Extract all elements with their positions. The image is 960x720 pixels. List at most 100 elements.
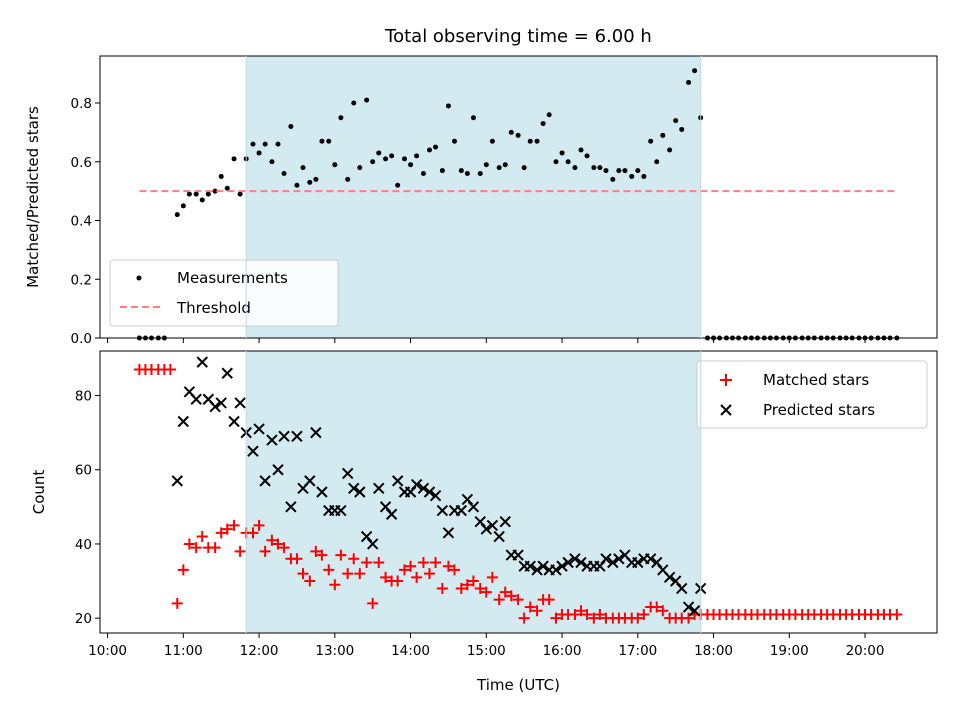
measurements-point — [534, 138, 540, 144]
predicted-stars-point — [480, 523, 493, 535]
measurements-point — [616, 168, 622, 174]
matched-stars-point — [259, 545, 271, 557]
top-panel: 0.0 0.2 0.4 0.6 0.8 Total observing time = 6… — [24, 26, 938, 347]
matched-stars-point — [638, 608, 650, 620]
predicted-stars-point — [524, 560, 536, 572]
predicted-stars-point — [556, 560, 568, 572]
measurements-point — [451, 138, 457, 144]
measurements-point — [692, 68, 698, 74]
matched-stars-point — [266, 534, 278, 546]
measurements-point — [591, 165, 597, 171]
measurements-point — [414, 153, 420, 159]
measurements-point — [521, 165, 527, 171]
predicted-stars-point — [436, 504, 449, 517]
predicted-stars-point — [335, 504, 347, 517]
matched-stars-point — [190, 542, 202, 554]
bottom-x-tick-label: 10:00 — [88, 643, 127, 659]
matched-stars-point — [505, 590, 517, 602]
matched-stars-point — [430, 557, 442, 568]
measurements-point — [477, 171, 483, 176]
measurements-point — [383, 156, 389, 162]
measurements-point — [515, 132, 521, 138]
predicted-stars-point — [429, 490, 442, 502]
matched-stars-point — [272, 538, 284, 550]
top-plot-frame — [99, 55, 938, 339]
measurements-point — [641, 173, 647, 179]
bottom-x-tick-label: 20:00 — [846, 643, 885, 659]
measurements-point — [262, 141, 268, 147]
measurements-point — [686, 79, 692, 85]
measurements-point — [357, 165, 363, 171]
matched-stars-point — [891, 608, 903, 620]
matched-stars-point — [164, 364, 176, 376]
predicted-stars-point — [537, 560, 549, 572]
measurements-point — [224, 185, 230, 191]
matched-stars-point — [228, 519, 240, 531]
matched-stars-point — [448, 564, 460, 576]
matched-stars-point — [632, 612, 644, 624]
measurements-point — [553, 159, 559, 165]
predicted-stars-point — [215, 397, 227, 409]
measurements-point — [508, 129, 514, 135]
matched-stars-point — [493, 594, 505, 606]
measurements-point — [426, 147, 432, 153]
measurements-point — [395, 182, 401, 188]
predicted-stars-point — [366, 538, 379, 550]
predicted-stars-point — [373, 482, 385, 494]
matched-stars-point — [335, 549, 347, 561]
bottom-x-tick-label: 14:00 — [391, 643, 430, 659]
bottom-x-tick-label: 18:00 — [694, 643, 733, 659]
measurements-point — [559, 150, 565, 156]
predicted-stars-point — [341, 467, 354, 480]
measurements-point — [445, 103, 451, 109]
measurements-point — [578, 147, 584, 153]
matched-stars-point — [543, 594, 555, 606]
predicted-stars-point — [291, 430, 303, 443]
predicted-stars-point — [486, 519, 499, 532]
measurements-point — [654, 159, 660, 165]
matched-stars-point — [442, 560, 454, 572]
predicted-stars-point — [278, 430, 290, 443]
measurements-point — [275, 141, 281, 147]
matched-stars-point — [215, 527, 227, 539]
measurements-point — [527, 138, 533, 144]
measurements-point — [635, 168, 641, 174]
top-chart-title: Total observing time = 6.00 h — [384, 26, 652, 47]
matched-stars-point — [171, 597, 183, 609]
predicted-stars-point — [562, 556, 574, 569]
measurements-point — [250, 141, 256, 147]
measurements-point — [376, 150, 382, 156]
bottom-y-tick-label: 40 — [75, 537, 92, 553]
threshold-legend-label: Threshold — [176, 299, 251, 317]
predicted-stars-point — [410, 478, 423, 491]
matched-stars-point — [461, 579, 473, 591]
predicted-stars-point — [575, 556, 587, 569]
matched-stars-point — [177, 564, 189, 576]
measurements-point — [389, 153, 395, 159]
measurements-point — [193, 191, 199, 197]
predicted-stars-legend-label: Predicted stars — [763, 401, 875, 419]
bottom-y-axis-label: Count — [30, 470, 48, 515]
bottom-legend: Matched stars Predicted stars — [696, 360, 928, 429]
measurements-point — [307, 179, 313, 185]
matched-stars-point — [323, 564, 335, 576]
top-y-tick-label: 0.2 — [71, 272, 92, 288]
matched-stars-point — [651, 601, 663, 613]
matched-stars-point — [329, 579, 341, 591]
predicted-stars-point — [467, 501, 480, 513]
bottom-y-ticks: 20 40 60 80 — [75, 389, 100, 627]
predicted-stars-point — [442, 527, 455, 539]
bottom-x-tick-label: 15:00 — [467, 643, 506, 659]
measurements-point — [370, 159, 376, 165]
measurements-point — [433, 144, 439, 150]
predicted-stars-point — [354, 486, 366, 498]
measurements-point — [326, 138, 332, 144]
matched-stars-point — [486, 571, 498, 583]
measurements-point — [364, 97, 370, 103]
top-legend: Measurements Threshold — [109, 259, 339, 327]
measurements-point — [597, 165, 603, 171]
measurements-point — [610, 176, 616, 182]
bottom-plot-frame — [99, 350, 938, 634]
top-y-tick-label: 0.8 — [71, 96, 92, 112]
measurements-point — [174, 212, 180, 218]
